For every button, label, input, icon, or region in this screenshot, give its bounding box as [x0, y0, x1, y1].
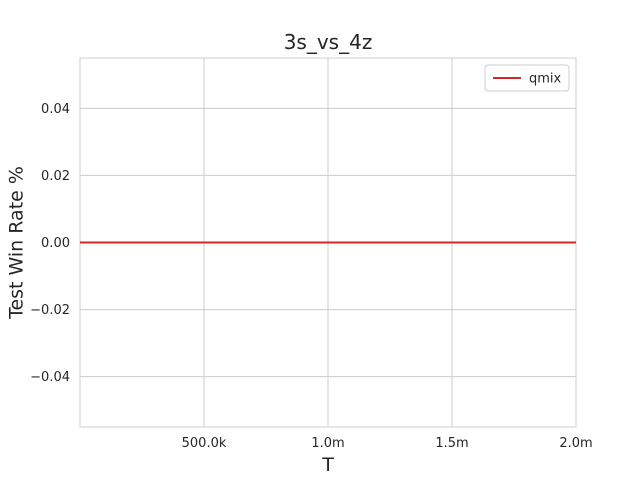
chart-title: 3s_vs_4z	[284, 30, 373, 54]
legend: qmix	[484, 64, 570, 92]
legend-label: qmix	[529, 72, 562, 87]
x-tick-label: 1.0m	[311, 436, 344, 451]
y-tick-label: −0.02	[30, 303, 70, 318]
y-axis-title: Test Win Rate %	[6, 166, 28, 320]
x-tick-label: 1.5m	[435, 436, 468, 451]
x-tick-label: 2.0m	[559, 436, 592, 451]
y-tick-label: 0.00	[41, 236, 70, 251]
y-tick-label: 0.04	[41, 102, 70, 117]
y-tick-label: 0.02	[41, 169, 70, 184]
y-tick-label: −0.04	[30, 370, 70, 385]
x-axis-title: T	[321, 454, 334, 476]
tick-layer: 500.0k 1.0m 1.5m 2.0m −0.04 −0.02 0.00 0.02 0.04	[30, 102, 593, 451]
x-tick-label: 500.0k	[182, 436, 227, 451]
legend-box	[484, 64, 570, 92]
